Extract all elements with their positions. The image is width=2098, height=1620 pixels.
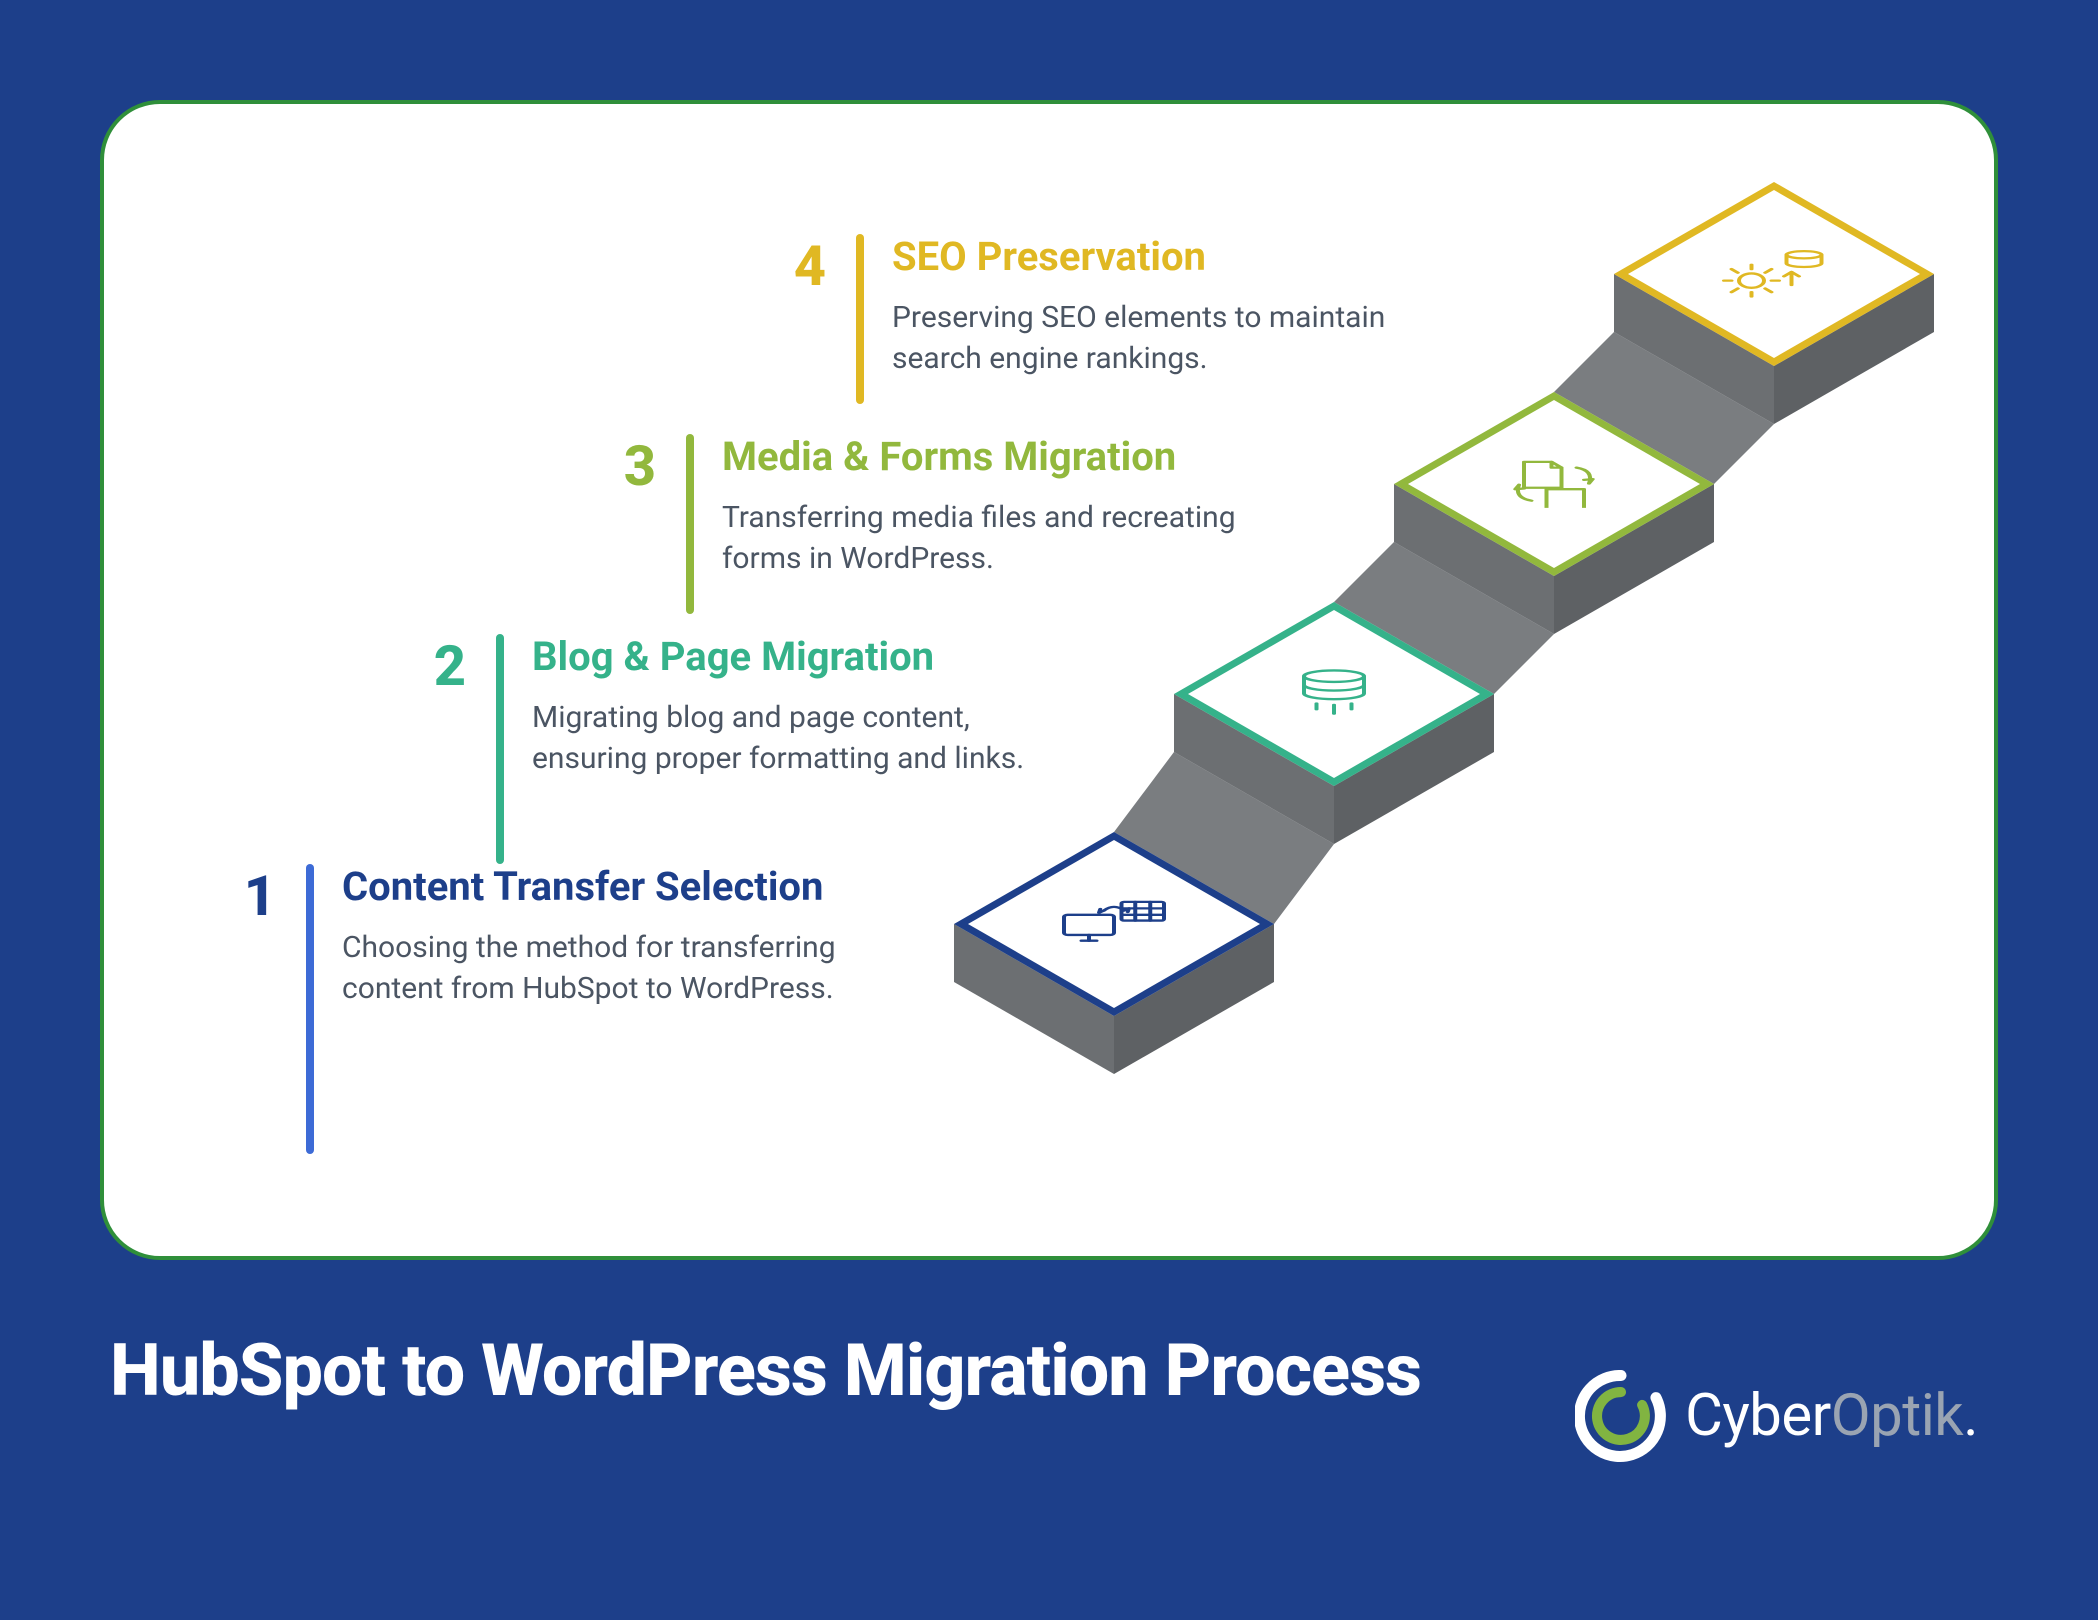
step-2-desc: Migrating blog and page content, ensurin… (532, 698, 1052, 779)
step-1-desc: Choosing the method for transferring con… (342, 928, 862, 1009)
stair-step-4 (104, 104, 105, 105)
step-3-desc: Transferring media files and recreating … (722, 498, 1242, 579)
brand-text-dot: . (1963, 1382, 1978, 1450)
brand-text-cyber: Cyber (1685, 1382, 1831, 1450)
step-1-number: 1 (214, 868, 284, 924)
brand-mark-icon (1575, 1370, 1667, 1462)
step-2-bar (496, 634, 504, 864)
step-4-title: SEO Preservation (892, 234, 1412, 280)
step-1-title: Content Transfer Selection (342, 864, 862, 910)
step-4-bar (856, 234, 864, 404)
page-title: HubSpot to WordPress Migration Process (110, 1330, 1421, 1413)
brand-text-optik: Optik (1831, 1382, 1963, 1450)
step-1-bar (306, 864, 314, 1154)
step-3-number: 3 (594, 438, 664, 494)
step-1: 1 Content Transfer Selection Choosing th… (214, 864, 862, 1154)
step-3-title: Media & Forms Migration (722, 434, 1242, 480)
step-4-number: 4 (764, 238, 834, 294)
step-4-desc: Preserving SEO elements to maintain sear… (892, 298, 1412, 379)
step-3-bar (686, 434, 694, 614)
step-3: 3 Media & Forms Migration Transferring m… (594, 434, 1242, 614)
step-2-title: Blog & Page Migration (532, 634, 1052, 680)
brand-text: CyberOptik. (1685, 1382, 1978, 1450)
step-2-number: 2 (404, 638, 474, 694)
brand-logo: CyberOptik. (1575, 1370, 1978, 1462)
content-card: 1 Content Transfer Selection Choosing th… (100, 100, 1998, 1260)
step-2: 2 Blog & Page Migration Migrating blog a… (404, 634, 1052, 864)
step-4: 4 SEO Preservation Preserving SEO elemen… (764, 234, 1412, 404)
